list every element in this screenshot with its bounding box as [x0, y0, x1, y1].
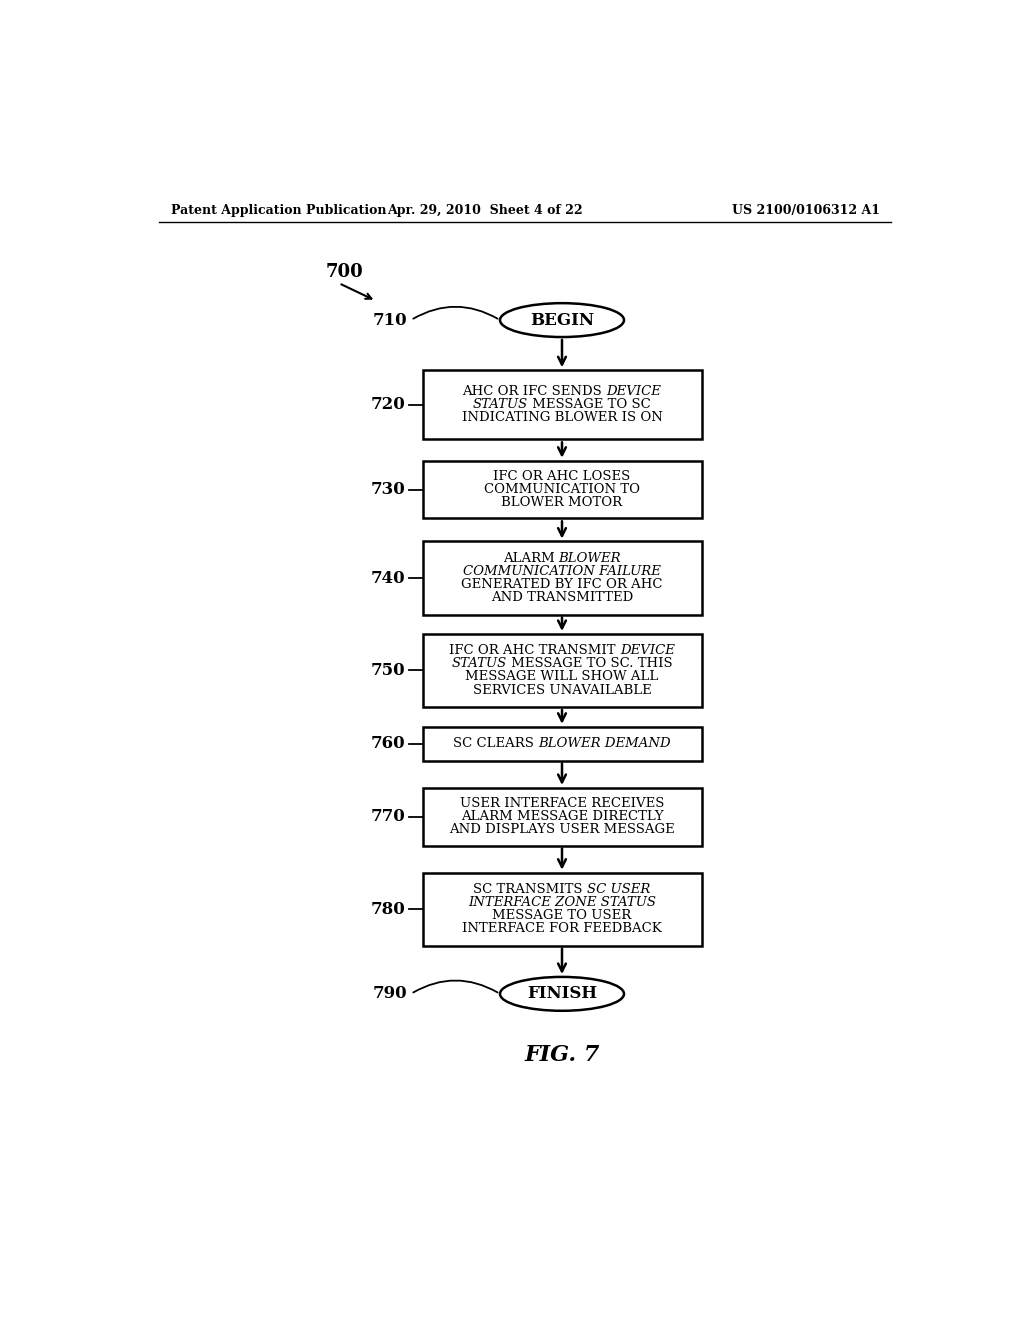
Text: 730: 730 — [371, 480, 406, 498]
Text: Patent Application Publication: Patent Application Publication — [171, 205, 386, 218]
Text: INTERFACE ZONE STATUS: INTERFACE ZONE STATUS — [468, 896, 656, 909]
Text: 770: 770 — [371, 808, 406, 825]
Text: SC USER: SC USER — [587, 883, 650, 896]
Text: GENERATED BY IFC OR AHC: GENERATED BY IFC OR AHC — [461, 578, 663, 591]
Text: BLOWER: BLOWER — [559, 552, 622, 565]
Text: BLOWER DEMAND: BLOWER DEMAND — [539, 737, 671, 750]
Text: FIG. 7: FIG. 7 — [524, 1044, 600, 1067]
Text: DEVICE: DEVICE — [606, 385, 662, 399]
FancyBboxPatch shape — [423, 873, 701, 945]
Text: US 2100/0106312 A1: US 2100/0106312 A1 — [732, 205, 880, 218]
Text: DEVICE: DEVICE — [620, 644, 675, 657]
Text: 760: 760 — [371, 735, 406, 752]
Text: STATUS: STATUS — [473, 399, 528, 412]
Text: FINISH: FINISH — [527, 985, 597, 1002]
FancyBboxPatch shape — [423, 634, 701, 708]
FancyBboxPatch shape — [423, 461, 701, 519]
Text: SC CLEARS: SC CLEARS — [454, 737, 539, 750]
FancyBboxPatch shape — [423, 726, 701, 760]
Text: 700: 700 — [326, 264, 364, 281]
Text: INTERFACE FOR FEEDBACK: INTERFACE FOR FEEDBACK — [462, 923, 662, 936]
Text: AND DISPLAYS USER MESSAGE: AND DISPLAYS USER MESSAGE — [450, 824, 675, 837]
Text: MESSAGE TO USER: MESSAGE TO USER — [493, 909, 632, 923]
Text: MESSAGE WILL SHOW ALL: MESSAGE WILL SHOW ALL — [465, 671, 658, 684]
Text: 780: 780 — [371, 900, 406, 917]
FancyBboxPatch shape — [423, 788, 701, 846]
Text: STATUS: STATUS — [452, 657, 507, 671]
Text: COMMUNICATION FAILURE: COMMUNICATION FAILURE — [463, 565, 660, 578]
Text: AHC OR IFC SENDS: AHC OR IFC SENDS — [463, 385, 606, 399]
FancyBboxPatch shape — [423, 370, 701, 440]
Ellipse shape — [500, 304, 624, 337]
Text: USER INTERFACE RECEIVES: USER INTERFACE RECEIVES — [460, 797, 665, 810]
Text: INDICATING BLOWER IS ON: INDICATING BLOWER IS ON — [462, 412, 663, 425]
Text: 710: 710 — [373, 312, 407, 329]
Text: 790: 790 — [373, 985, 407, 1002]
FancyBboxPatch shape — [423, 541, 701, 615]
Text: MESSAGE TO SC: MESSAGE TO SC — [528, 399, 651, 412]
Text: Apr. 29, 2010  Sheet 4 of 22: Apr. 29, 2010 Sheet 4 of 22 — [387, 205, 583, 218]
Text: IFC OR AHC LOSES: IFC OR AHC LOSES — [494, 470, 631, 483]
Text: SC TRANSMITS: SC TRANSMITS — [473, 883, 587, 896]
Text: 750: 750 — [371, 661, 406, 678]
Text: BLOWER MOTOR: BLOWER MOTOR — [502, 496, 623, 510]
Text: 720: 720 — [371, 396, 406, 413]
Text: 740: 740 — [371, 569, 406, 586]
Text: SERVICES UNAVAILABLE: SERVICES UNAVAILABLE — [473, 684, 651, 697]
Text: AND TRANSMITTED: AND TRANSMITTED — [490, 591, 633, 605]
Text: BEGIN: BEGIN — [530, 312, 594, 329]
Text: IFC OR AHC TRANSMIT: IFC OR AHC TRANSMIT — [450, 644, 620, 657]
Ellipse shape — [500, 977, 624, 1011]
Text: ALARM: ALARM — [503, 552, 559, 565]
Text: MESSAGE TO SC. THIS: MESSAGE TO SC. THIS — [507, 657, 673, 671]
Text: ALARM MESSAGE DIRECTLY: ALARM MESSAGE DIRECTLY — [461, 810, 664, 824]
Text: COMMUNICATION TO: COMMUNICATION TO — [484, 483, 640, 496]
